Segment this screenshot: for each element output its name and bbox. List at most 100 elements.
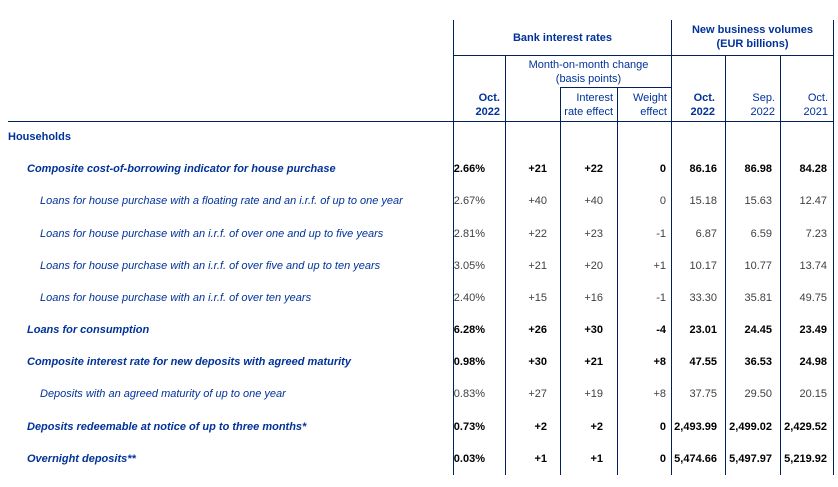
cell-volume-oct-2022: 86.16 xyxy=(689,163,717,176)
cell-volume-sep-2022: 5,497.97 xyxy=(729,452,772,465)
table-row: Composite cost-of-borrowing indicator fo… xyxy=(0,153,838,185)
cell-volume-oct-2021: 7.23 xyxy=(805,227,827,240)
table-row: Composite interest rate for new deposits… xyxy=(0,346,838,378)
cell-volume-oct-2021: 23.49 xyxy=(799,324,827,337)
cell-interest-rate-effect: +20 xyxy=(584,259,603,272)
column-header-line: Oct. xyxy=(807,92,828,104)
cell-volume-oct-2022: 2,493.99 xyxy=(674,420,717,433)
header-new-business-volumes: New business volumes (EUR billions) xyxy=(671,23,834,51)
row-label: Composite interest rate for new deposits… xyxy=(27,356,351,369)
cell-interest-rate-effect: +16 xyxy=(584,291,603,304)
table-row: Overnight deposits** 0.03% +1 +1 0 5,474… xyxy=(0,443,838,475)
cell-volume-sep-2022: 2,499.02 xyxy=(729,420,772,433)
cell-volume-oct-2022: 37.75 xyxy=(689,388,717,401)
cell-volume-oct-2022: 6.87 xyxy=(695,227,717,240)
divider xyxy=(671,20,672,475)
cell-volume-oct-2022: 15.18 xyxy=(689,195,717,208)
row-label: Composite cost-of-borrowing indicator fo… xyxy=(27,163,336,176)
cell-interest-rate: 2.40% xyxy=(453,291,485,304)
column-header-line: 2022 xyxy=(750,106,775,118)
cell-volume-oct-2021: 2,429.52 xyxy=(784,420,827,433)
table-row: Households xyxy=(0,121,838,153)
cell-interest-rate-effect: +30 xyxy=(584,324,603,337)
cell-volume-oct-2021: 84.28 xyxy=(799,163,827,176)
column-header-line: rate effect xyxy=(564,106,613,118)
cell-weight-effect: +8 xyxy=(653,356,666,369)
cell-interest-rate: 2.81% xyxy=(453,227,485,240)
cell-volume-oct-2021: 49.75 xyxy=(799,291,827,304)
cell-mom-change: +15 xyxy=(528,291,547,304)
cell-weight-effect: -1 xyxy=(656,227,666,240)
column-header-line: 2022 xyxy=(690,106,715,118)
cell-interest-rate-effect: +22 xyxy=(584,163,603,176)
header-new-business-volumes-line1: New business volumes xyxy=(691,24,814,36)
divider xyxy=(671,55,834,56)
divider xyxy=(8,121,834,122)
cell-weight-effect: 0 xyxy=(659,420,666,433)
table-row: Loans for consumption 6.28% +26 +30 -4 2… xyxy=(0,314,838,346)
row-label: Households xyxy=(8,131,71,144)
cell-interest-rate-effect: +19 xyxy=(584,388,603,401)
row-label: Loans for house purchase with an i.r.f. … xyxy=(40,291,312,304)
row-label: Deposits redeemable at notice of up to t… xyxy=(27,420,307,433)
column-header-line: Oct. xyxy=(478,92,500,104)
row-label: Loans for house purchase with a floating… xyxy=(40,195,403,208)
cell-interest-rate: 2.67% xyxy=(453,195,485,208)
cell-volume-oct-2021: 12.47 xyxy=(799,195,827,208)
cell-volume-sep-2022: 36.53 xyxy=(744,356,772,369)
cell-volume-oct-2022: 47.55 xyxy=(689,356,717,369)
column-header-line: Interest xyxy=(576,92,613,104)
cell-mom-change: +27 xyxy=(528,388,547,401)
table-body: Households Composite cost-of-borrowing i… xyxy=(0,121,838,475)
cell-mom-change: +40 xyxy=(528,195,547,208)
table-row: Deposits with an agreed maturity of up t… xyxy=(0,378,838,410)
cell-interest-rate: 6.28% xyxy=(453,324,485,337)
cell-volume-sep-2022: 15.63 xyxy=(744,195,772,208)
cell-mom-change: +2 xyxy=(534,420,547,433)
row-label: Loans for consumption xyxy=(27,324,150,337)
column-header-volume-sep-2022: Sep. 2022 xyxy=(725,91,775,119)
divider xyxy=(725,55,726,475)
divider xyxy=(453,55,672,56)
cell-mom-change: +22 xyxy=(528,227,547,240)
cell-interest-rate-effect: +23 xyxy=(584,227,603,240)
cell-interest-rate-effect: +1 xyxy=(590,452,603,465)
column-header-interest-rate-effect: Interest rate effect xyxy=(560,91,613,119)
column-header-volume-oct-2021: Oct. 2021 xyxy=(780,91,828,119)
cell-volume-oct-2022: 33.30 xyxy=(689,291,717,304)
divider xyxy=(780,55,781,475)
cell-volume-oct-2021: 5,219.92 xyxy=(784,452,827,465)
column-header-line: Weight xyxy=(632,92,667,104)
column-header-line: effect xyxy=(640,106,667,118)
cell-weight-effect: 0 xyxy=(659,452,666,465)
cell-volume-sep-2022: 10.77 xyxy=(744,259,772,272)
cell-interest-rate: 0.73% xyxy=(453,420,485,433)
cell-volume-sep-2022: 24.45 xyxy=(744,324,772,337)
cell-interest-rate-effect: +21 xyxy=(584,356,603,369)
cell-interest-rate: 0.03% xyxy=(453,452,485,465)
cell-volume-sep-2022: 6.59 xyxy=(750,227,772,240)
row-label: Loans for house purchase with an i.r.f. … xyxy=(40,259,381,272)
table-row: Deposits redeemable at notice of up to t… xyxy=(0,411,838,443)
cell-interest-rate: 3.05% xyxy=(453,259,485,272)
cell-volume-oct-2022: 5,474.66 xyxy=(674,452,717,465)
cell-mom-change: +30 xyxy=(528,356,547,369)
column-header-line: 2022 xyxy=(475,106,500,118)
cell-volume-sep-2022: 29.50 xyxy=(744,388,772,401)
cell-weight-effect: 0 xyxy=(659,163,666,176)
cell-interest-rate: 0.83% xyxy=(453,388,485,401)
cell-interest-rate: 0.98% xyxy=(453,356,485,369)
row-label: Deposits with an agreed maturity of up t… xyxy=(40,388,286,401)
header-bank-interest-rates: Bank interest rates xyxy=(512,32,613,44)
cell-volume-oct-2021: 24.98 xyxy=(799,356,827,369)
column-header-line: Oct. xyxy=(693,92,715,104)
cell-weight-effect: -4 xyxy=(656,324,666,337)
cell-mom-change: +1 xyxy=(534,452,547,465)
column-header-line: Sep. xyxy=(752,92,775,104)
cell-mom-change: +26 xyxy=(528,324,547,337)
cell-volume-oct-2022: 10.17 xyxy=(689,259,717,272)
column-header-rate-oct-2022: Oct. 2022 xyxy=(453,91,500,119)
cell-mom-change: +21 xyxy=(528,259,547,272)
cell-weight-effect: -1 xyxy=(656,291,666,304)
